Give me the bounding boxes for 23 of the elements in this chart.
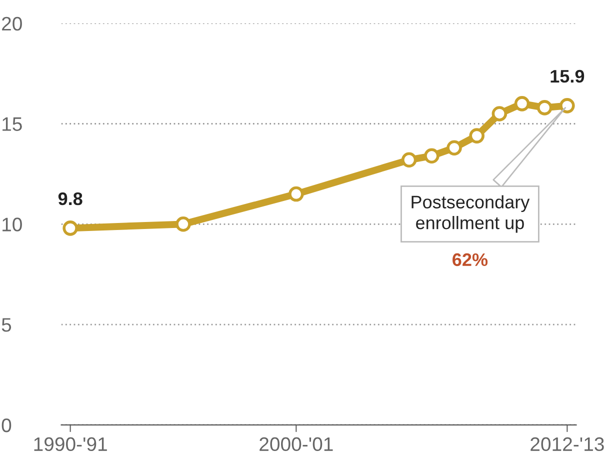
y-tick-label: 20 — [2, 16, 22, 31]
point — [469, 128, 484, 144]
point — [560, 98, 575, 114]
y-tick-label: 5 — [2, 318, 12, 332]
data-label: 9.8 — [58, 192, 82, 206]
point — [424, 148, 440, 164]
x-tick-label: 1990-'91 — [34, 437, 107, 452]
point — [288, 186, 304, 202]
y-tick-label: 10 — [2, 218, 22, 232]
point — [62, 220, 78, 236]
point — [176, 216, 191, 232]
point — [514, 96, 530, 112]
x-tick-label: 2012-'13 — [530, 437, 604, 452]
y-tick-label: 0 — [2, 418, 12, 432]
point — [492, 106, 508, 122]
x-tick-label: 2000-'01 — [260, 437, 333, 452]
point — [536, 100, 552, 116]
point — [446, 140, 462, 156]
annotation: Postsecondary enrollment up — [412, 195, 530, 233]
annotation: 62% — [452, 253, 488, 266]
data-label: 15.9 — [550, 70, 584, 83]
point — [401, 152, 417, 168]
y-tick-label: 15 — [2, 117, 22, 131]
